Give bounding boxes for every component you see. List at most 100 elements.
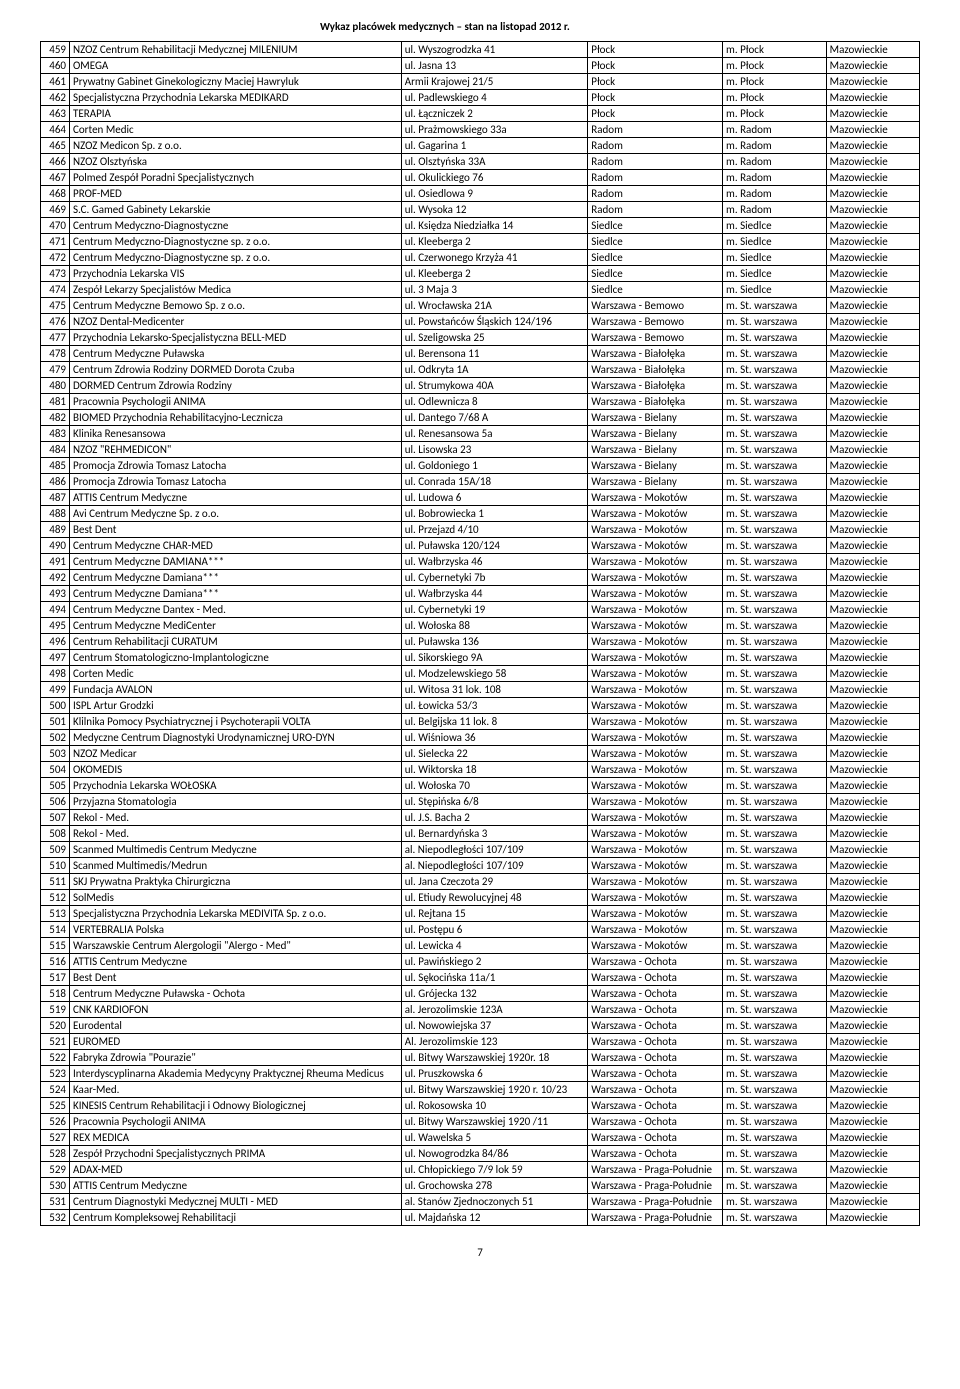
table-row: 494Centrum Medyczne Dantex - Med.ul. Cyb…	[41, 602, 920, 618]
table-row: 487ATTIS Centrum Medyczneul. Ludowa 6War…	[41, 490, 920, 506]
cell-addr: ul. Conrada 15A/18	[401, 474, 588, 490]
cell-district: m. St. warszawa	[723, 1018, 827, 1034]
cell-name: CNK KARDIOFON	[70, 1002, 402, 1018]
cell-city: Siedlce	[588, 218, 723, 234]
table-row: 502Medyczne Centrum Diagnostyki Urodynam…	[41, 730, 920, 746]
cell-district: m. St. warszawa	[723, 1098, 827, 1114]
cell-city: Warszawa - Białołęka	[588, 362, 723, 378]
cell-name: Warszawskie Centrum Alergologii "Alergo …	[70, 938, 402, 954]
cell-district: m. Płock	[723, 42, 827, 58]
cell-addr: al. Niepodległości 107/109	[401, 842, 588, 858]
cell-district: m. St. warszawa	[723, 938, 827, 954]
cell-region: Mazowieckie	[826, 282, 919, 298]
cell-addr: ul. Osiedlowa 9	[401, 186, 588, 202]
cell-region: Mazowieckie	[826, 666, 919, 682]
cell-city: Radom	[588, 154, 723, 170]
table-row: 528Zespół Przychodni Specjalistycznych P…	[41, 1146, 920, 1162]
cell-name: SolMedis	[70, 890, 402, 906]
cell-addr: ul. Grochowska 278	[401, 1178, 588, 1194]
cell-city: Warszawa - Ochota	[588, 1146, 723, 1162]
cell-addr: ul. Bitwy Warszawskiej 1920r. 18	[401, 1050, 588, 1066]
table-row: 464Corten Medicul. Prażmowskiego 33aRado…	[41, 122, 920, 138]
cell-name: PROF-MED	[70, 186, 402, 202]
table-row: 527REX MEDICAul. Wawelska 5Warszawa - Oc…	[41, 1130, 920, 1146]
cell-name: KINESIS Centrum Rehabilitacji i Odnowy B…	[70, 1098, 402, 1114]
table-row: 478Centrum Medyczne Puławskaul. Berenson…	[41, 346, 920, 362]
cell-n: 516	[41, 954, 70, 970]
cell-n: 463	[41, 106, 70, 122]
cell-addr: ul. Wawelska 5	[401, 1130, 588, 1146]
cell-district: m. St. warszawa	[723, 602, 827, 618]
cell-n: 525	[41, 1098, 70, 1114]
cell-addr: ul. Wrocławska 21A	[401, 298, 588, 314]
cell-city: Siedlce	[588, 250, 723, 266]
cell-district: m. St. warszawa	[723, 730, 827, 746]
cell-name: Corten Medic	[70, 122, 402, 138]
cell-region: Mazowieckie	[826, 522, 919, 538]
cell-district: m. St. warszawa	[723, 634, 827, 650]
cell-name: Zespół Przychodni Specjalistycznych PRIM…	[70, 1146, 402, 1162]
cell-name: ISPL Artur Grodzki	[70, 698, 402, 714]
cell-city: Radom	[588, 202, 723, 218]
cell-n: 514	[41, 922, 70, 938]
cell-district: m. St. warszawa	[723, 650, 827, 666]
cell-region: Mazowieckie	[826, 618, 919, 634]
cell-district: m. St. warszawa	[723, 762, 827, 778]
cell-name: Centrum Medyczno-Diagnostyczne	[70, 218, 402, 234]
cell-addr: ul. Pawińskiego 2	[401, 954, 588, 970]
cell-addr: ul. Padlewskiego 4	[401, 90, 588, 106]
cell-n: 513	[41, 906, 70, 922]
cell-district: m. St. warszawa	[723, 842, 827, 858]
cell-n: 526	[41, 1114, 70, 1130]
cell-n: 471	[41, 234, 70, 250]
cell-region: Mazowieckie	[826, 1066, 919, 1082]
cell-district: m. St. warszawa	[723, 810, 827, 826]
cell-name: Corten Medic	[70, 666, 402, 682]
cell-name: Centrum Medyczne MediCenter	[70, 618, 402, 634]
cell-city: Warszawa - Mokotów	[588, 490, 723, 506]
cell-district: m. St. warszawa	[723, 1066, 827, 1082]
cell-district: m. Radom	[723, 122, 827, 138]
cell-n: 460	[41, 58, 70, 74]
cell-district: m. St. warszawa	[723, 714, 827, 730]
table-row: 462Specjalistyczna Przychodnia Lekarska …	[41, 90, 920, 106]
cell-city: Warszawa - Mokotów	[588, 874, 723, 890]
table-row: 526Pracownia Psychologii ANIMAul. Bitwy …	[41, 1114, 920, 1130]
cell-name: ATTIS Centrum Medyczne	[70, 1178, 402, 1194]
cell-name: Prywatny Gabinet Ginekologiczny Maciej H…	[70, 74, 402, 90]
cell-addr: ul. Nowogrodzka 84/86	[401, 1146, 588, 1162]
cell-addr: ul. Dantego 7/68 A	[401, 410, 588, 426]
cell-district: m. St. warszawa	[723, 954, 827, 970]
cell-region: Mazowieckie	[826, 138, 919, 154]
cell-region: Mazowieckie	[826, 778, 919, 794]
cell-district: m. St. warszawa	[723, 1162, 827, 1178]
cell-name: Przychodnia Lekarska WOŁOSKA	[70, 778, 402, 794]
cell-addr: ul. Wołoska 70	[401, 778, 588, 794]
cell-city: Warszawa - Mokotów	[588, 858, 723, 874]
cell-city: Radom	[588, 170, 723, 186]
cell-addr: ul. Witosa 31 lok. 108	[401, 682, 588, 698]
table-row: 488Avi Centrum Medyczne Sp. z o.o.ul. Bo…	[41, 506, 920, 522]
table-row: 507Rekol - Med.ul. J.S. Bacha 2Warszawa …	[41, 810, 920, 826]
cell-addr: ul. Lisowska 23	[401, 442, 588, 458]
cell-region: Mazowieckie	[826, 266, 919, 282]
table-row: 529ADAX-MEDul. Chłopickiego 7/9 lok 59Wa…	[41, 1162, 920, 1178]
cell-district: m. Radom	[723, 154, 827, 170]
cell-city: Warszawa - Mokotów	[588, 634, 723, 650]
table-row: 465NZOZ Medicon Sp. z o.o.ul. Gagarina 1…	[41, 138, 920, 154]
cell-city: Warszawa - Praga-Południe	[588, 1210, 723, 1226]
cell-district: m. St. warszawa	[723, 490, 827, 506]
table-row: 519CNK KARDIOFONal. Jerozolimskie 123AWa…	[41, 1002, 920, 1018]
cell-district: m. St. warszawa	[723, 986, 827, 1002]
cell-region: Mazowieckie	[826, 938, 919, 954]
cell-n: 464	[41, 122, 70, 138]
cell-n: 509	[41, 842, 70, 858]
cell-city: Warszawa - Bielany	[588, 474, 723, 490]
cell-city: Warszawa - Mokotów	[588, 570, 723, 586]
cell-name: Centrum Medyczne Damiana***	[70, 570, 402, 586]
cell-name: Specjalistyczna Przychodnia Lekarska MED…	[70, 90, 402, 106]
cell-district: m. Radom	[723, 138, 827, 154]
cell-addr: ul. Nowowiejska 37	[401, 1018, 588, 1034]
cell-district: m. St. warszawa	[723, 570, 827, 586]
cell-region: Mazowieckie	[826, 474, 919, 490]
